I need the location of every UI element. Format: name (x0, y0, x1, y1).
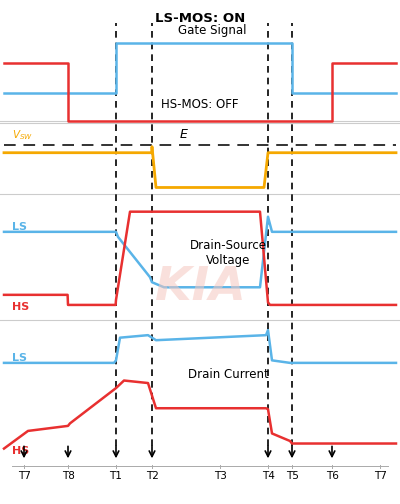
Text: E: E (180, 128, 188, 141)
Text: T1: T1 (110, 471, 122, 481)
Text: Drain-Source
Voltage: Drain-Source Voltage (190, 239, 266, 267)
Text: HS-MOS: OFF: HS-MOS: OFF (161, 98, 239, 111)
Text: T7: T7 (374, 471, 386, 481)
Text: Gate Signal: Gate Signal (178, 24, 246, 37)
Text: T2: T2 (146, 471, 158, 481)
Text: Drain Current: Drain Current (188, 368, 268, 381)
Text: $V_{SW}$: $V_{SW}$ (12, 129, 33, 142)
Text: T4: T4 (262, 471, 274, 481)
Text: T3: T3 (214, 471, 226, 481)
Text: LS-MOS: ON: LS-MOS: ON (155, 12, 245, 25)
Text: HS: HS (12, 446, 29, 456)
Text: LS: LS (12, 353, 27, 363)
Text: T6: T6 (326, 471, 338, 481)
Text: T7: T7 (18, 471, 30, 481)
Text: T8: T8 (62, 471, 74, 481)
Text: HS: HS (12, 302, 29, 312)
Text: KIA: KIA (154, 265, 246, 310)
Text: LS: LS (12, 222, 27, 232)
Text: T5: T5 (286, 471, 298, 481)
